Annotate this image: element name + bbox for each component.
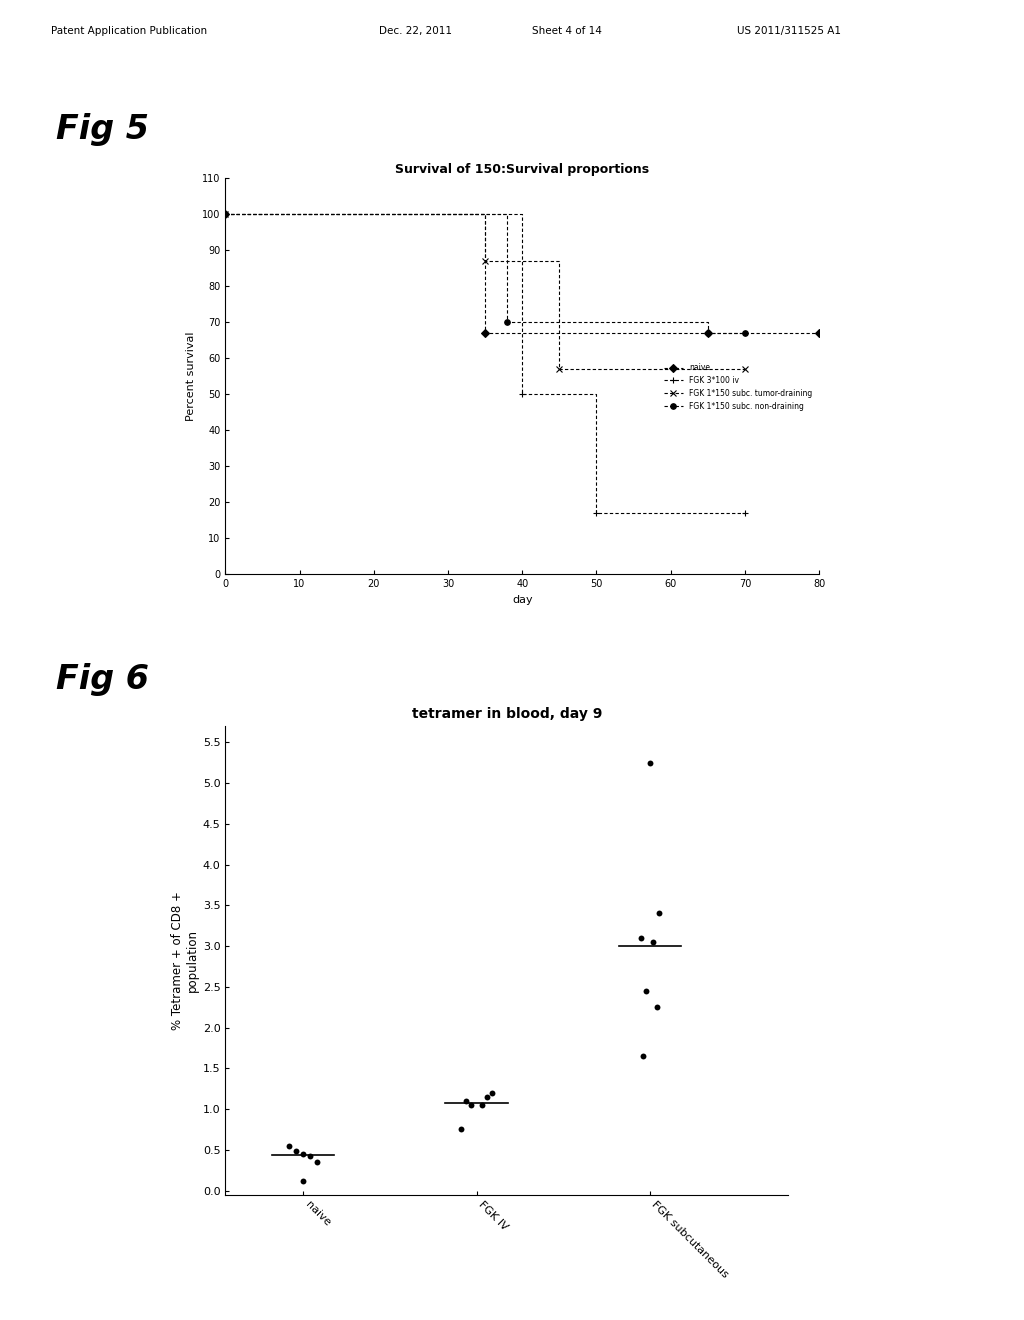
Point [309, 1151, 326, 1172]
Legend: naive, FGK 3*100 iv, FGK 1*150 subc. tumor-draining, FGK 1*150 subc. non-drainin: naive, FGK 3*100 iv, FGK 1*150 subc. tum… [660, 360, 815, 413]
Point [295, 1171, 311, 1192]
Title: Survival of 150:Survival proportions: Survival of 150:Survival proportions [395, 162, 649, 176]
Point [288, 1140, 304, 1162]
Point [302, 1146, 318, 1167]
X-axis label: day: day [512, 594, 532, 605]
Point [635, 1045, 651, 1067]
Point [453, 1119, 469, 1140]
Point [648, 997, 665, 1018]
Title: tetramer in blood, day 9: tetramer in blood, day 9 [412, 706, 602, 721]
Text: US 2011/311525 A1: US 2011/311525 A1 [737, 26, 842, 37]
Text: Patent Application Publication: Patent Application Publication [51, 26, 207, 37]
Y-axis label: Percent survival: Percent survival [186, 331, 197, 421]
Text: Sheet 4 of 14: Sheet 4 of 14 [532, 26, 602, 37]
Point [650, 903, 667, 924]
Y-axis label: % Tetramer + of CD8 +
population: % Tetramer + of CD8 + population [171, 891, 199, 1030]
Text: Fig 6: Fig 6 [56, 663, 150, 696]
Point [642, 752, 658, 774]
Point [479, 1086, 496, 1107]
Point [458, 1090, 474, 1111]
Point [295, 1143, 311, 1164]
Point [463, 1094, 479, 1115]
Text: Dec. 22, 2011: Dec. 22, 2011 [379, 26, 452, 37]
Point [638, 981, 654, 1002]
Point [645, 932, 662, 953]
Point [282, 1135, 298, 1156]
Point [633, 928, 649, 949]
Text: Fig 5: Fig 5 [56, 112, 150, 145]
Point [484, 1082, 501, 1104]
Point [473, 1094, 489, 1115]
